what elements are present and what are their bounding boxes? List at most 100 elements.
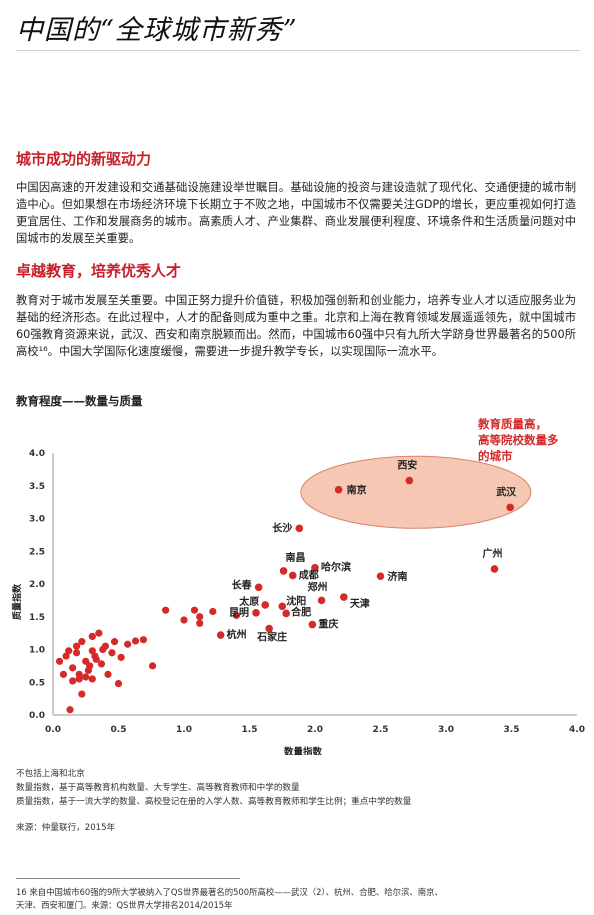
y-tick-label: 3.0 [29,515,45,525]
data-point [72,642,81,650]
city-label: 郑州 [308,580,328,593]
data-point [69,664,77,672]
data-point [72,649,81,657]
data-point [117,653,125,661]
city-label: 西安 [397,459,417,472]
x-axis-label: 数量指数 [283,746,323,755]
data-point [148,662,157,670]
data-point [88,675,96,683]
data-point [65,647,73,655]
y-tick-label: 1.0 [29,646,45,656]
section1-heading: 城市成功的新驱动力 [16,150,152,168]
data-point [88,632,96,640]
x-tick-label: 2.5 [373,725,389,735]
data-point [110,638,119,646]
data-point [88,647,96,655]
data-point [66,706,74,714]
city-point [340,593,348,601]
data-point [78,690,86,698]
data-point [131,637,140,645]
city-label: 长沙 [272,521,292,534]
city-label: 石家庄 [256,631,287,644]
city-label: 哈尔滨 [321,561,351,574]
source-note: 来源：仲量联行，2015年 [16,823,116,833]
x-tick-label: 0.5 [111,725,127,735]
footnote-line-1: 16 来自中国城市60强的9所大学被纳入了QS世界最著名的500所高校——武汉（… [16,887,443,897]
annotation-text: 教育质量高， [477,417,547,431]
city-label: 济南 [388,570,408,583]
data-point [82,673,90,681]
note-quantity-index: 数量指数，基于高等教育机构数量、大专学生、高等教育教师和中学的数量 [16,783,300,793]
city-point [216,631,225,639]
data-point [180,616,188,624]
city-label: 太原 [238,595,259,608]
y-tick-label: 1.5 [29,613,45,623]
city-point [261,601,270,609]
city-point [376,572,385,580]
y-tick-label: 0.5 [29,678,45,688]
data-point [196,619,204,627]
x-tick-label: 1.0 [176,725,192,735]
city-label: 合肥 [290,605,311,618]
data-point [104,670,112,678]
data-point [139,636,147,644]
x-tick-label: 1.5 [242,725,258,735]
city-point [317,596,326,605]
city-point [311,563,319,572]
data-point [78,638,86,646]
data-point [232,611,240,620]
city-point [308,620,317,629]
city-label: 广州 [482,547,502,560]
city-label: 长春 [232,578,252,591]
city-label: 沈阳 [286,594,306,607]
data-point [190,606,199,614]
section2-heading: 卓越教育，培养优秀人才 [16,262,182,280]
city-point [252,609,260,617]
y-tick-label: 3.5 [29,482,45,492]
x-tick-label: 3.5 [504,725,520,735]
note-exclusion: 不包括上海和北京 [16,769,85,779]
data-point [162,606,170,614]
city-point [279,567,288,575]
data-point [114,679,123,688]
data-point [209,607,217,616]
city-point [265,624,273,633]
city-label: 重庆 [318,618,338,631]
y-tick-label: 4.0 [29,449,45,459]
data-point [97,660,106,668]
scatter-chart: 0.0 0.5 1.0 1.5 2.0 2.5 3.0 3.5 4.0 0.0 0.5 1.0 1.5 2… [11,417,585,755]
x-tick-label: 3.0 [438,725,454,735]
footnote-line-2: 天津、西安和厦门。来源：QS世界大学排名2014/2015年 [16,900,233,910]
data-point [124,640,132,648]
highlight-ellipse [300,455,532,529]
footnote-divider [16,878,240,879]
title-divider [16,50,580,51]
chart-title: 教育程度——数量与质量 [16,394,143,408]
city-label: 天津 [350,597,370,610]
city-point [278,602,287,611]
city-point [334,485,343,494]
y-tick-label: 2.0 [29,580,45,590]
data-point [92,655,100,663]
data-point [86,662,94,670]
data-point [196,613,204,621]
x-tick-label: 0.0 [45,725,61,735]
city-label: 武汉 [496,485,517,498]
city-point [282,609,290,618]
city-point [254,583,263,592]
city-point [490,565,499,573]
city-label: 成都 [299,568,319,581]
page-title: 中国的“全球城市新秀” [16,15,298,46]
y-tick-label: 0.0 [29,711,45,721]
x-tick-label: 2.0 [307,725,323,735]
data-point [108,649,116,657]
city-label: 昆明 [229,607,249,619]
data-point [59,670,68,678]
section2-body: 教育对于城市发展至关重要。中国正努力提升价值链，积极加强创新和创业能力，培养专业… [16,294,576,358]
data-point [95,629,103,637]
city-label: 杭州 [227,628,247,641]
y-tick-label: 2.5 [29,547,45,557]
x-tick-label: 4.0 [569,725,585,735]
data-point [75,670,83,678]
y-axis-label: 质量指数 [11,583,23,620]
